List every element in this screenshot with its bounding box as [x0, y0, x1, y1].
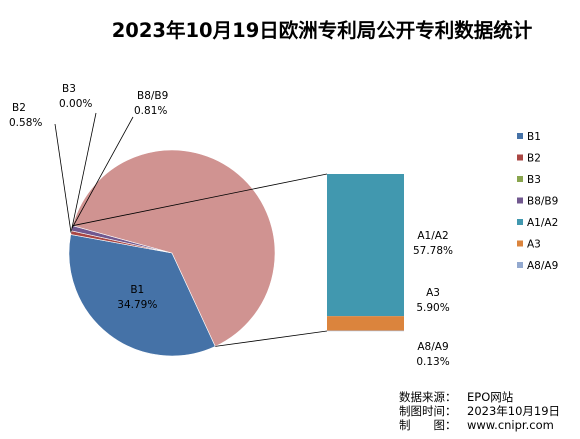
slice-label-b3-value: 0.00%: [59, 98, 92, 110]
source-value: EPO网站: [467, 390, 514, 404]
slice-label-b1-name: B1: [130, 284, 144, 296]
date-row: 制图时间： 2023年10月19日: [399, 404, 560, 418]
bar-label-a8-a9-name: A8/A9: [417, 341, 448, 353]
date-key: 制图时间：: [399, 404, 457, 418]
leader-line-b2: [54, 123, 72, 233]
legend-label-a1-a2: A1/A2: [527, 217, 558, 229]
legend-swatch-b2: [517, 154, 523, 161]
legend: B1 B2 B3 B8/B9 A1/A2 A3 A8/A9: [517, 131, 558, 272]
bar-label-a8-a9-value: 0.13%: [416, 356, 449, 368]
source-key: 数据来源：: [399, 390, 457, 404]
source-note: 数据来源： EPO网站 制图时间： 2023年10月19日 制 图： www.cnip…: [399, 390, 560, 432]
legend-swatch-a3: [517, 240, 523, 247]
bar-of-pie-group: A1/A2 57.78% A3 5.90% A8/A9 0.13%: [72, 173, 453, 368]
pie-slice--: [72, 149, 276, 347]
maker-value: www.cnipr.com: [467, 418, 554, 432]
pie-slice-b1: [68, 234, 216, 357]
slice-label-b3-name: B3: [62, 83, 76, 95]
date-value: 2023年10月19日: [467, 404, 561, 418]
maker-key: 制 图：: [399, 418, 457, 432]
legend-label-b1: B1: [527, 131, 541, 143]
leader-line-b3: [71, 112, 97, 231]
bar-label-a3-value: 5.90%: [416, 302, 449, 314]
bar-segment-a8-a9: [327, 330, 404, 332]
leader-line-b8-b9: [71, 116, 134, 229]
connector-top: [72, 173, 328, 227]
bar-segment-a1-a2: [327, 174, 404, 317]
bar-segment-a3: [327, 316, 404, 331]
slice-label-b8-b9-value: 0.81%: [134, 105, 167, 117]
legend-swatch-b8-b9: [517, 197, 523, 204]
slice-label-b2-name: B2: [12, 102, 26, 114]
slice-label-b8-b9-name: B8/B9: [137, 90, 168, 102]
slice-label-b2-value: 0.58%: [9, 117, 42, 129]
bar-label-a3-name: A3: [426, 287, 440, 299]
legend-label-b2: B2: [527, 153, 541, 165]
legend-swatch-a1-a2: [517, 219, 523, 225]
bar-label-a1-a2-name: A1/A2: [417, 230, 448, 242]
legend-label-b3: B3: [527, 174, 541, 186]
bar-label-a1-a2-value: 57.78%: [413, 245, 453, 257]
legend-swatch-a8-a9: [517, 262, 523, 268]
legend-label-a3: A3: [527, 239, 541, 251]
legend-swatch-b3: [517, 176, 523, 182]
source-row: 数据来源： EPO网站: [399, 390, 560, 404]
slice-label-b1-value: 34.79%: [117, 299, 157, 311]
pie-group: B1 34.79% B2 0.58% B3 0.00% B8/B9 0.81%: [9, 83, 276, 357]
connector-bottom: [215, 330, 328, 347]
legend-label-b8-b9: B8/B9: [527, 196, 558, 208]
maker-row: 制 图： www.cnipr.com: [399, 418, 560, 432]
legend-label-a8-a9: A8/A9: [527, 260, 558, 272]
chart-title: 2023年10月19日欧洲专利局公开专利数据统计: [112, 19, 533, 42]
legend-swatch-b1: [517, 133, 523, 139]
